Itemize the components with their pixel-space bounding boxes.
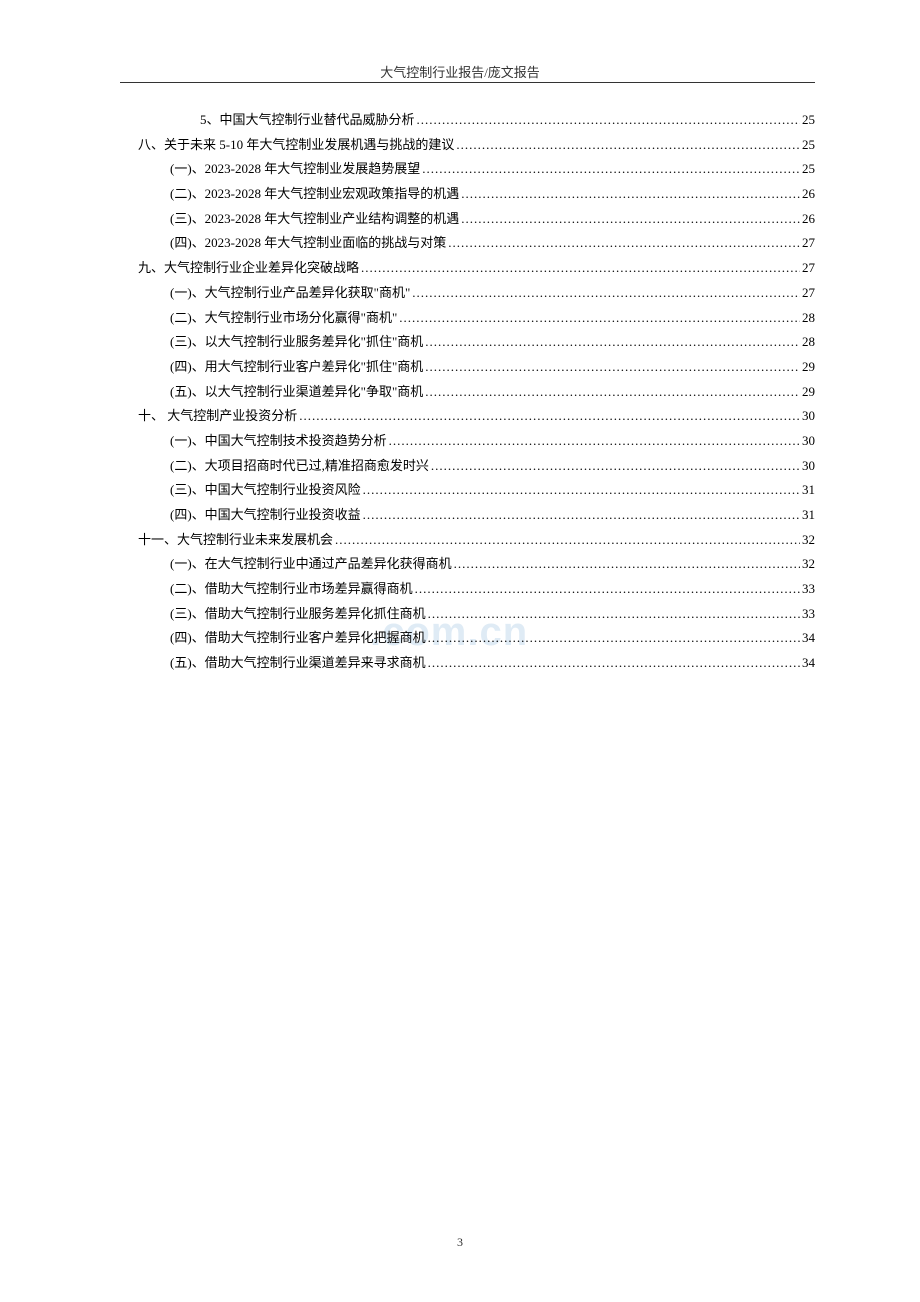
toc-dots: ........................................… [422, 157, 800, 182]
toc-entry-text: (二)、大气控制行业市场分化赢得"商机" [170, 306, 397, 331]
toc-entry-text: (一)、中国大气控制技术投资趋势分析 [170, 429, 387, 454]
toc-entry-page: 25 [802, 157, 815, 182]
toc-entry-page: 31 [802, 503, 815, 528]
toc-entry-text: (三)、以大气控制行业服务差异化"抓住"商机 [170, 330, 423, 355]
toc-entry-page: 30 [802, 404, 815, 429]
toc-dots: ........................................… [454, 552, 800, 577]
toc-entry: 十、 大气控制产业投资分析...........................… [120, 404, 815, 429]
toc-entry-text: 5、中国大气控制行业替代品威胁分析 [200, 108, 415, 133]
toc-entry: (二)、大气控制行业市场分化赢得"商机"....................… [120, 306, 815, 331]
page-header: 大气控制行业报告/庞文报告 [0, 62, 920, 81]
toc-entry: (三)、2023-2028 年大气控制业产业结构调整的机遇...........… [120, 207, 815, 232]
toc-entry-text: 八、关于未来 5-10 年大气控制业发展机遇与挑战的建议 [138, 133, 454, 158]
toc-entry-text: (四)、用大气控制行业客户差异化"抓住"商机 [170, 355, 423, 380]
toc-entry: (五)、以大气控制行业渠道差异化"争取"商机..................… [120, 380, 815, 405]
toc-dots: ........................................… [412, 281, 800, 306]
toc-entry-text: (五)、借助大气控制行业渠道差异来寻求商机 [170, 651, 426, 676]
toc-entry-page: 34 [802, 626, 815, 651]
toc-dots: ........................................… [428, 626, 800, 651]
toc-entry: (二)、2023-2028 年大气控制业宏观政策指导的机遇...........… [120, 182, 815, 207]
toc-entry-page: 33 [802, 602, 815, 627]
toc-entry-page: 28 [802, 306, 815, 331]
toc-entry: (四)、用大气控制行业客户差异化"抓住"商机..................… [120, 355, 815, 380]
toc-dots: ........................................… [456, 133, 800, 158]
toc-entry-text: 十、 大气控制产业投资分析 [138, 404, 297, 429]
toc-dots: ........................................… [335, 528, 800, 553]
toc-dots: ........................................… [417, 108, 800, 133]
toc-container: 5、中国大气控制行业替代品威胁分析.......................… [120, 108, 815, 676]
toc-entry-page: 29 [802, 380, 815, 405]
toc-entry-text: (一)、2023-2028 年大气控制业发展趋势展望 [170, 157, 420, 182]
toc-entry-text: (五)、以大气控制行业渠道差异化"争取"商机 [170, 380, 423, 405]
toc-entry-text: (四)、借助大气控制行业客户差异化把握商机 [170, 626, 426, 651]
toc-entry-page: 25 [802, 133, 815, 158]
toc-entry-page: 27 [802, 231, 815, 256]
toc-entry-page: 25 [802, 108, 815, 133]
toc-entry-text: (三)、借助大气控制行业服务差异化抓住商机 [170, 602, 426, 627]
header-rule [120, 82, 815, 83]
toc-entry: (三)、以大气控制行业服务差异化"抓住"商机..................… [120, 330, 815, 355]
toc-entry-page: 27 [802, 281, 815, 306]
toc-entry: (三)、借助大气控制行业服务差异化抓住商机...................… [120, 602, 815, 627]
toc-dots: ........................................… [363, 478, 800, 503]
toc-entry-page: 26 [802, 182, 815, 207]
toc-dots: ........................................… [428, 602, 800, 627]
toc-dots: ........................................… [389, 429, 800, 454]
toc-dots: ........................................… [361, 256, 800, 281]
toc-entry-page: 32 [802, 528, 815, 553]
toc-entry: (一)、在大气控制行业中通过产品差异化获得商机.................… [120, 552, 815, 577]
toc-entry: (一)、中国大气控制技术投资趋势分析......................… [120, 429, 815, 454]
toc-entry-page: 29 [802, 355, 815, 380]
toc-entry-text: (四)、2023-2028 年大气控制业面临的挑战与对策 [170, 231, 446, 256]
toc-entry-page: 30 [802, 429, 815, 454]
toc-dots: ........................................… [461, 207, 800, 232]
toc-entry-text: (二)、借助大气控制行业市场差异赢得商机 [170, 577, 413, 602]
toc-dots: ........................................… [425, 330, 800, 355]
toc-dots: ........................................… [425, 355, 800, 380]
toc-entry-text: 九、大气控制行业企业差异化突破战略 [138, 256, 359, 281]
page-number: 3 [0, 1235, 920, 1250]
toc-entry: (二)、借助大气控制行业市场差异赢得商机....................… [120, 577, 815, 602]
toc-entry: 九、大气控制行业企业差异化突破战略.......................… [120, 256, 815, 281]
toc-entry: (二)、大项目招商时代已过,精准招商愈发时兴..................… [120, 454, 815, 479]
toc-dots: ........................................… [461, 182, 800, 207]
toc-dots: ........................................… [363, 503, 800, 528]
toc-entry: (四)、中国大气控制行业投资收益........................… [120, 503, 815, 528]
toc-dots: ........................................… [431, 454, 800, 479]
toc-dots: ........................................… [415, 577, 800, 602]
toc-entry-page: 27 [802, 256, 815, 281]
toc-entry-text: (四)、中国大气控制行业投资收益 [170, 503, 361, 528]
toc-dots: ........................................… [299, 404, 800, 429]
toc-entry-text: (二)、2023-2028 年大气控制业宏观政策指导的机遇 [170, 182, 459, 207]
toc-entry-text: (一)、在大气控制行业中通过产品差异化获得商机 [170, 552, 452, 577]
toc-entry-page: 31 [802, 478, 815, 503]
toc-entry: (四)、借助大气控制行业客户差异化把握商机...................… [120, 626, 815, 651]
toc-entry: (四)、2023-2028 年大气控制业面临的挑战与对策............… [120, 231, 815, 256]
toc-entry: (五)、借助大气控制行业渠道差异来寻求商机...................… [120, 651, 815, 676]
toc-entry-text: (三)、中国大气控制行业投资风险 [170, 478, 361, 503]
toc-entry-page: 32 [802, 552, 815, 577]
toc-dots: ........................................… [399, 306, 800, 331]
toc-entry: (一)、2023-2028 年大气控制业发展趋势展望..............… [120, 157, 815, 182]
toc-dots: ........................................… [425, 380, 800, 405]
toc-entry-text: (一)、大气控制行业产品差异化获取"商机" [170, 281, 410, 306]
toc-entry-page: 30 [802, 454, 815, 479]
toc-entry: 八、关于未来 5-10 年大气控制业发展机遇与挑战的建议............… [120, 133, 815, 158]
toc-entry: (三)、中国大气控制行业投资风险........................… [120, 478, 815, 503]
toc-entry-text: (二)、大项目招商时代已过,精准招商愈发时兴 [170, 454, 429, 479]
toc-entry: (一)、大气控制行业产品差异化获取"商机"...................… [120, 281, 815, 306]
toc-dots: ........................................… [428, 651, 800, 676]
toc-entry-page: 34 [802, 651, 815, 676]
toc-entry-page: 26 [802, 207, 815, 232]
toc-dots: ........................................… [448, 231, 800, 256]
toc-entry-page: 33 [802, 577, 815, 602]
toc-entry-text: (三)、2023-2028 年大气控制业产业结构调整的机遇 [170, 207, 459, 232]
toc-entry: 十一、大气控制行业未来发展机会.........................… [120, 528, 815, 553]
toc-entry-page: 28 [802, 330, 815, 355]
toc-entry: 5、中国大气控制行业替代品威胁分析.......................… [120, 108, 815, 133]
toc-entry-text: 十一、大气控制行业未来发展机会 [138, 528, 333, 553]
